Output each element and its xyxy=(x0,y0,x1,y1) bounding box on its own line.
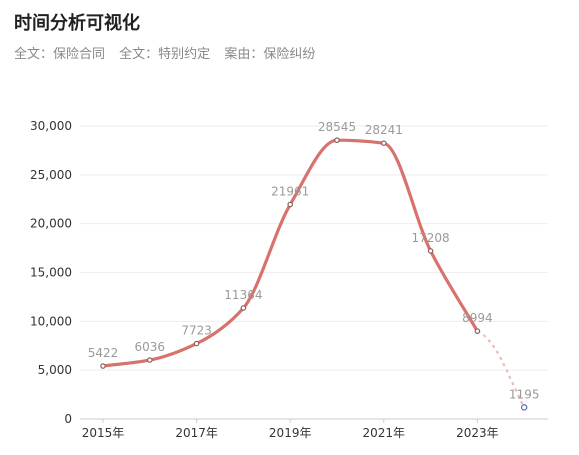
data-point xyxy=(147,357,153,363)
y-tick-label: 30,000 xyxy=(30,119,72,133)
data-point xyxy=(240,305,247,311)
data-label: 11364 xyxy=(224,288,262,302)
filter-tag[interactable]: 案由：保险纠纷 xyxy=(224,47,316,62)
x-tick-label: 2023年 xyxy=(456,426,499,440)
data-point xyxy=(474,328,481,334)
data-label: 8994 xyxy=(462,311,493,325)
data-point xyxy=(287,201,294,208)
data-point xyxy=(380,140,387,146)
series-line xyxy=(102,138,479,368)
page-title: 时间分析可视化 xyxy=(14,13,140,34)
data-label: 5422 xyxy=(88,346,119,360)
y-tick-label: 5,000 xyxy=(38,363,72,377)
data-label: 1195 xyxy=(509,387,540,401)
x-tick-label: 2015年 xyxy=(82,426,125,440)
x-tick-label: 2021年 xyxy=(363,426,406,440)
y-tick-label: 20,000 xyxy=(30,217,72,231)
filter-bar: 全文：保险合同 全文：特别约定 案由：保险纠纷 xyxy=(14,43,325,62)
data-label: 28545 xyxy=(318,120,356,134)
data-label: 28241 xyxy=(365,123,403,137)
y-tick-label: 25,000 xyxy=(30,168,72,182)
data-point xyxy=(334,137,340,144)
x-tick-label: 2019年 xyxy=(269,426,312,440)
y-tick-label: 0 xyxy=(64,412,72,426)
data-point xyxy=(427,248,434,254)
filter-tag[interactable]: 全文：特别约定 xyxy=(119,47,211,62)
y-tick-label: 10,000 xyxy=(30,314,72,328)
filter-tag[interactable]: 全文：保险合同 xyxy=(14,47,106,62)
x-tick-label: 2017年 xyxy=(175,426,218,440)
y-tick-label: 15,000 xyxy=(30,266,72,280)
data-label: 6036 xyxy=(135,340,166,354)
data-label: 17208 xyxy=(412,231,450,245)
data-point xyxy=(521,404,528,411)
data-point xyxy=(100,363,106,369)
data-point xyxy=(193,340,200,347)
data-label: 21961 xyxy=(271,185,309,199)
data-label: 7723 xyxy=(181,324,212,338)
projected-line xyxy=(476,330,526,408)
